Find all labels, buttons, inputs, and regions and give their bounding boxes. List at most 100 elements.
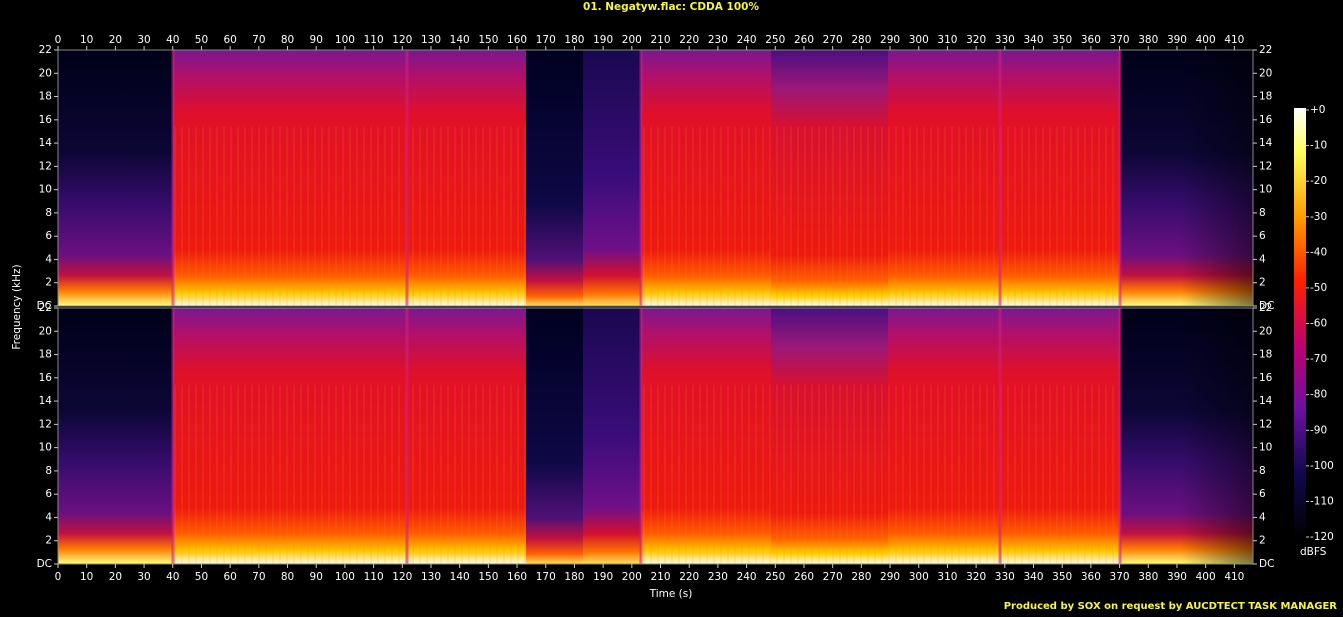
x-tick-label: 300	[909, 571, 929, 583]
x-tick-label: 180	[564, 34, 584, 46]
x-tick-label: 10	[80, 34, 93, 46]
y-tick-label: 20	[39, 325, 52, 337]
x-tick-label: 260	[794, 571, 814, 583]
x-tick-label: 180	[564, 571, 584, 583]
y-tick-label: 8	[45, 207, 52, 219]
x-tick-label: 220	[679, 571, 699, 583]
y-tick-label: DC	[1259, 558, 1274, 570]
y-tick-label: 22	[1259, 302, 1272, 314]
y-tick-label: 8	[1259, 207, 1266, 219]
x-tick-label: 300	[909, 34, 929, 46]
y-tick-label: 18	[1259, 91, 1272, 103]
y-tick-label: 12	[39, 418, 52, 430]
y-tick-label: 20	[1259, 67, 1272, 79]
y-tick-label: 10	[1259, 184, 1272, 196]
x-tick-label: 140	[450, 571, 470, 583]
y-tick-label: 10	[39, 442, 52, 454]
x-tick-label: 60	[223, 34, 236, 46]
colorbar-tick-label: -10	[1310, 140, 1327, 152]
x-tick-label: 60	[223, 571, 236, 583]
x-tick-label: 360	[1081, 34, 1101, 46]
x-tick-label: 30	[137, 571, 150, 583]
x-tick-label: 90	[310, 34, 323, 46]
spectrogram-region	[526, 308, 583, 564]
x-tick-label: 210	[650, 571, 670, 583]
spectrogram-fade	[1180, 50, 1253, 306]
x-tick-label: 100	[335, 571, 355, 583]
x-tick-label: 270	[823, 34, 843, 46]
x-tick-label: 390	[1167, 34, 1187, 46]
y-tick-label: 12	[1259, 418, 1272, 430]
y-tick-label: 2	[45, 535, 52, 547]
x-tick-label: 230	[708, 571, 728, 583]
x-tick-label: 110	[364, 571, 384, 583]
spectrogram-region	[771, 308, 888, 564]
footer: Produced by SOX on request by AUCDTECT T…	[1004, 601, 1338, 612]
x-tick-label: 20	[109, 34, 122, 46]
y-tick-label: 18	[39, 349, 52, 361]
colorbar-label: dBFS	[1300, 546, 1327, 558]
y-tick-label: 22	[39, 302, 52, 314]
x-tick-label: 200	[622, 34, 642, 46]
x-tick-label: 80	[281, 34, 294, 46]
x-tick-label: 170	[536, 34, 556, 46]
y-tick-label: 14	[1259, 137, 1273, 149]
chart-title: 01. Negatyw.flac: CDDA 100%	[583, 1, 759, 13]
x-tick-label: 350	[1052, 571, 1072, 583]
colorbar-tick-label: -120	[1310, 531, 1334, 543]
x-tick-label: 150	[478, 571, 498, 583]
x-tick-label: 310	[937, 34, 957, 46]
y-tick-label: 6	[45, 230, 52, 242]
spectrogram-region	[583, 308, 641, 564]
colorbar-tick-label: -20	[1310, 175, 1327, 187]
x-tick-label: 220	[679, 34, 699, 46]
x-tick-label: 320	[966, 34, 986, 46]
x-tick-label: 250	[765, 571, 785, 583]
y-tick-label: 6	[1259, 230, 1266, 242]
y-tick-label: DC	[37, 300, 52, 312]
x-tick-label: 250	[765, 34, 785, 46]
y-tick-label: 6	[1259, 488, 1266, 500]
colorbar-tick-label: -100	[1310, 460, 1334, 472]
x-tick-label: 240	[737, 571, 757, 583]
x-tick-label: 40	[166, 571, 179, 583]
x-tick-label: 160	[507, 34, 527, 46]
spectrogram-region	[58, 50, 173, 306]
y-tick-label: 22	[39, 44, 52, 56]
y-tick-label: 2	[45, 277, 52, 289]
spectrogram-region	[652, 308, 771, 564]
x-tick-label: 390	[1167, 571, 1187, 583]
y-tick-label: 2	[1259, 277, 1266, 289]
y-tick-label: 18	[1259, 349, 1272, 361]
x-tick-label: 70	[252, 571, 265, 583]
y-tick-label: 6	[45, 488, 52, 500]
y-tick-label: 14	[39, 395, 53, 407]
y-tick-label: 18	[39, 91, 52, 103]
colorbar-tick-label: -40	[1310, 246, 1327, 258]
x-tick-label: 400	[1196, 571, 1216, 583]
x-tick-label: 10	[80, 571, 93, 583]
y-tick-label: 4	[1259, 511, 1266, 523]
x-tick-label: 120	[392, 34, 412, 46]
y-tick-label: 16	[1259, 372, 1273, 384]
x-tick-label: 80	[281, 571, 294, 583]
x-tick-label: 100	[335, 34, 355, 46]
spectrogram-region	[58, 308, 173, 564]
y-tick-label: 22	[1259, 44, 1272, 56]
colorbar-tick-label: -30	[1310, 211, 1327, 223]
y-tick-label: 20	[1259, 325, 1272, 337]
x-tick-label: 350	[1052, 34, 1072, 46]
x-tick-label: 110	[364, 34, 384, 46]
y-tick-label: 10	[39, 184, 52, 196]
colorbar-tick-label: -110	[1310, 495, 1334, 507]
spectrogram-region	[888, 50, 1120, 306]
spectrogram-region	[526, 50, 583, 306]
spectrogram-region	[771, 50, 888, 306]
x-tick-label: 340	[1023, 34, 1043, 46]
x-tick-label: 330	[995, 571, 1015, 583]
x-tick-label: 30	[137, 34, 150, 46]
y-tick-label: 20	[39, 67, 52, 79]
colorbar-tick-label: -90	[1310, 424, 1327, 436]
spectrogram-region	[173, 308, 526, 564]
y-tick-label: 12	[39, 160, 52, 172]
